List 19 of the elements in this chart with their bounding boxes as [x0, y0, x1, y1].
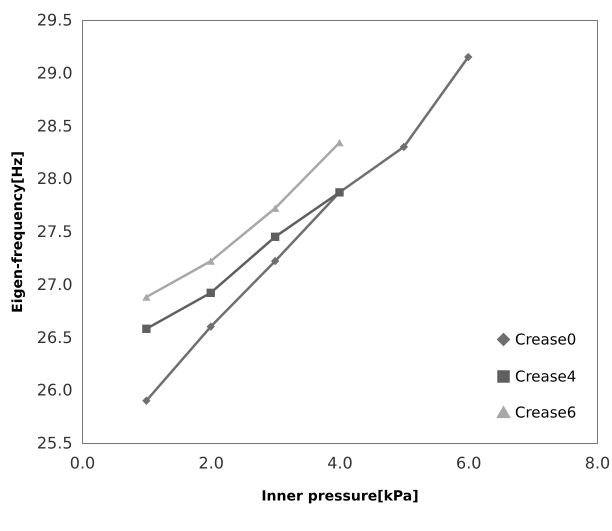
y-tick-label: 27.0 — [36, 274, 72, 294]
y-tick-label: 29.0 — [36, 63, 72, 82]
x-tick-label: 4.0 — [327, 454, 353, 472]
y-tick-label: 26.0 — [36, 380, 72, 400]
y-axis-title: Eigen-frequency[Hz] — [10, 151, 26, 313]
x-tick-label: 6.0 — [456, 454, 482, 472]
y-tick-label: 25.5 — [36, 434, 72, 452]
y-tick-label: 26.5 — [36, 328, 72, 347]
y-tick-label: 28.5 — [36, 116, 72, 136]
legend-label: Crease0 — [515, 330, 576, 348]
y-tick-label: 28.0 — [36, 169, 72, 188]
y-tick-label: 27.5 — [36, 222, 72, 241]
x-tick-label: 2.0 — [198, 454, 224, 472]
x-tick-label: 8.0 — [584, 454, 610, 472]
y-tick-label: 29.5 — [36, 10, 72, 30]
x-axis-title: Inner pressure[kPa] — [261, 488, 419, 504]
legend-label: Crease6 — [515, 404, 576, 422]
x-tick-label: 0.0 — [70, 454, 96, 472]
legend-label: Crease4 — [515, 368, 576, 386]
